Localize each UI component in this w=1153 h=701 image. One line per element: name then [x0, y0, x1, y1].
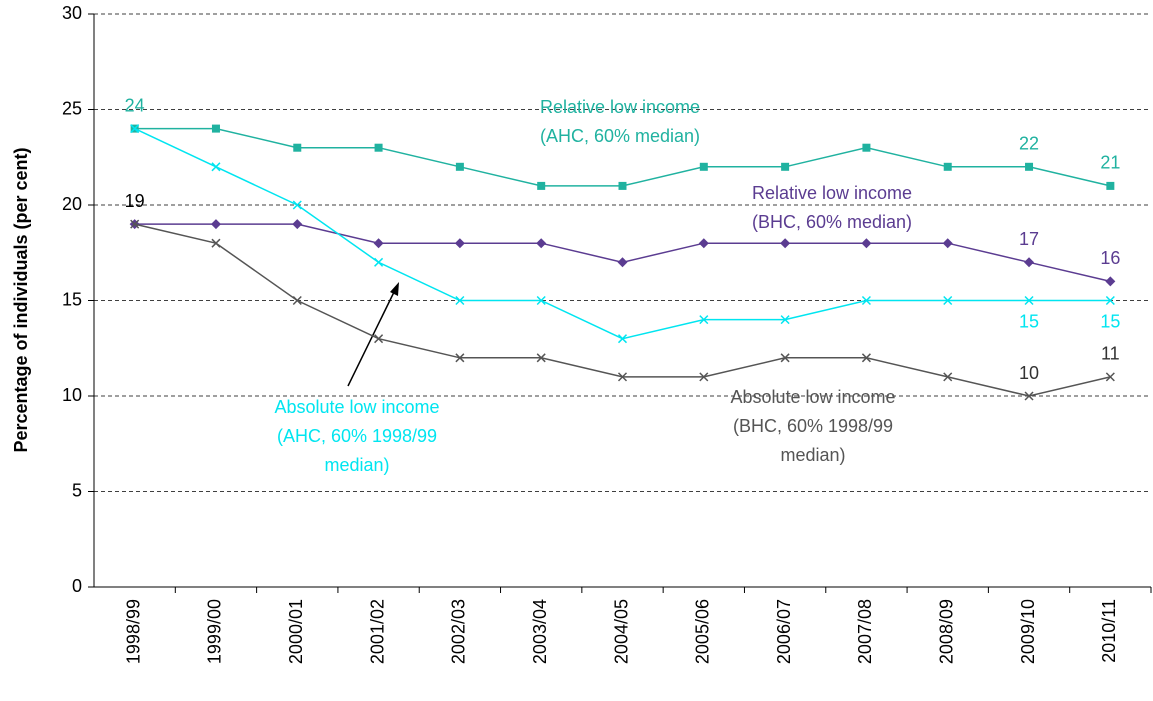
- marker: [780, 315, 790, 325]
- series-detail: (AHC, 60% median): [540, 126, 700, 146]
- y-tick-label: 0: [72, 576, 82, 596]
- marker: [211, 238, 221, 248]
- marker: [1105, 372, 1115, 382]
- series-line: [134, 127, 1111, 340]
- series-name: Absolute low income: [730, 387, 895, 407]
- x-tick-label: 1999/00: [205, 599, 225, 664]
- marker: [943, 295, 953, 306]
- x-tick-label: 2008/09: [936, 599, 956, 664]
- marker: [943, 162, 952, 171]
- series-name: Relative low income: [540, 97, 700, 117]
- y-tick-label: 10: [62, 385, 82, 405]
- data-label: 19: [125, 191, 145, 211]
- y-tick-label: 5: [72, 480, 82, 500]
- marker: [536, 295, 546, 306]
- data-label: 15: [1019, 311, 1039, 331]
- x-tick-label: 2003/04: [530, 599, 550, 664]
- marker: [536, 238, 547, 249]
- marker: [1024, 257, 1035, 268]
- marker: [130, 219, 140, 229]
- marker: [780, 238, 791, 249]
- series-detail: median): [780, 445, 845, 465]
- series-detail: (BHC, 60% 1998/99: [733, 416, 893, 436]
- marker: [210, 219, 221, 230]
- data-label: 17: [1019, 229, 1039, 249]
- series-line: [134, 223, 1111, 283]
- marker: [373, 238, 384, 249]
- marker: [292, 295, 302, 306]
- data-label: 16: [1100, 248, 1120, 268]
- x-tick-label: 2005/06: [693, 599, 713, 664]
- series-detail: median): [324, 455, 389, 475]
- x-tick-label: 2001/02: [367, 599, 387, 664]
- series-detail: (AHC, 60% 1998/99: [277, 426, 437, 446]
- marker: [211, 124, 220, 133]
- marker: [942, 238, 953, 249]
- x-tick-label: 2006/07: [774, 599, 794, 664]
- marker: [211, 162, 221, 172]
- data-label: 22: [1019, 134, 1039, 154]
- y-tick-label: 20: [62, 194, 82, 214]
- marker: [780, 353, 790, 363]
- marker: [292, 219, 303, 230]
- data-label: 21: [1100, 153, 1120, 173]
- marker: [374, 143, 383, 152]
- series-name: Relative low income: [752, 183, 912, 203]
- x-tick-label: 2010/11: [1099, 599, 1119, 663]
- annotation-arrow: [347, 287, 397, 387]
- marker: [618, 181, 627, 190]
- marker: [536, 353, 546, 363]
- marker: [1025, 162, 1034, 171]
- marker: [861, 295, 871, 306]
- y-axis-title: Percentage of individuals (per cent): [11, 147, 31, 452]
- series-detail: (BHC, 60% median): [752, 212, 912, 232]
- marker: [617, 372, 628, 382]
- marker: [699, 372, 709, 382]
- marker: [455, 162, 464, 171]
- marker: [293, 143, 302, 152]
- marker: [455, 295, 465, 306]
- x-tick-label: 2009/10: [1018, 599, 1038, 664]
- marker: [1024, 391, 1034, 401]
- marker: [1105, 276, 1116, 287]
- marker: [1024, 295, 1034, 306]
- marker: [374, 257, 384, 267]
- x-tick-label: 2004/05: [611, 599, 631, 664]
- marker: [862, 143, 871, 152]
- marker: [781, 162, 790, 171]
- marker: [130, 124, 140, 134]
- marker: [455, 353, 465, 363]
- marker: [943, 372, 953, 382]
- marker: [698, 238, 709, 249]
- marker: [454, 238, 465, 249]
- y-tick-label: 15: [62, 289, 82, 309]
- marker: [699, 162, 708, 171]
- marker: [1105, 295, 1115, 306]
- y-tick-label: 30: [62, 3, 82, 23]
- marker: [617, 257, 628, 268]
- x-tick-label: 2002/03: [449, 599, 469, 664]
- data-label: 11: [1101, 344, 1120, 364]
- data-label: 24: [125, 95, 145, 115]
- x-tick-label: 1998/99: [123, 599, 143, 664]
- series-name: Absolute low income: [274, 397, 439, 417]
- marker: [292, 200, 302, 210]
- marker: [617, 334, 628, 344]
- y-tick-label: 25: [62, 98, 82, 118]
- marker: [699, 315, 709, 325]
- annotation-arrowhead: [390, 282, 399, 296]
- x-tick-label: 2007/08: [855, 599, 875, 664]
- x-tick-label: 2000/01: [286, 599, 306, 664]
- data-label: 10: [1019, 363, 1039, 383]
- marker: [861, 353, 871, 363]
- marker: [861, 238, 872, 249]
- data-label: 15: [1100, 311, 1120, 331]
- series-line: [134, 223, 1111, 397]
- marker: [374, 334, 384, 344]
- marker: [1106, 181, 1115, 190]
- marker: [537, 181, 546, 190]
